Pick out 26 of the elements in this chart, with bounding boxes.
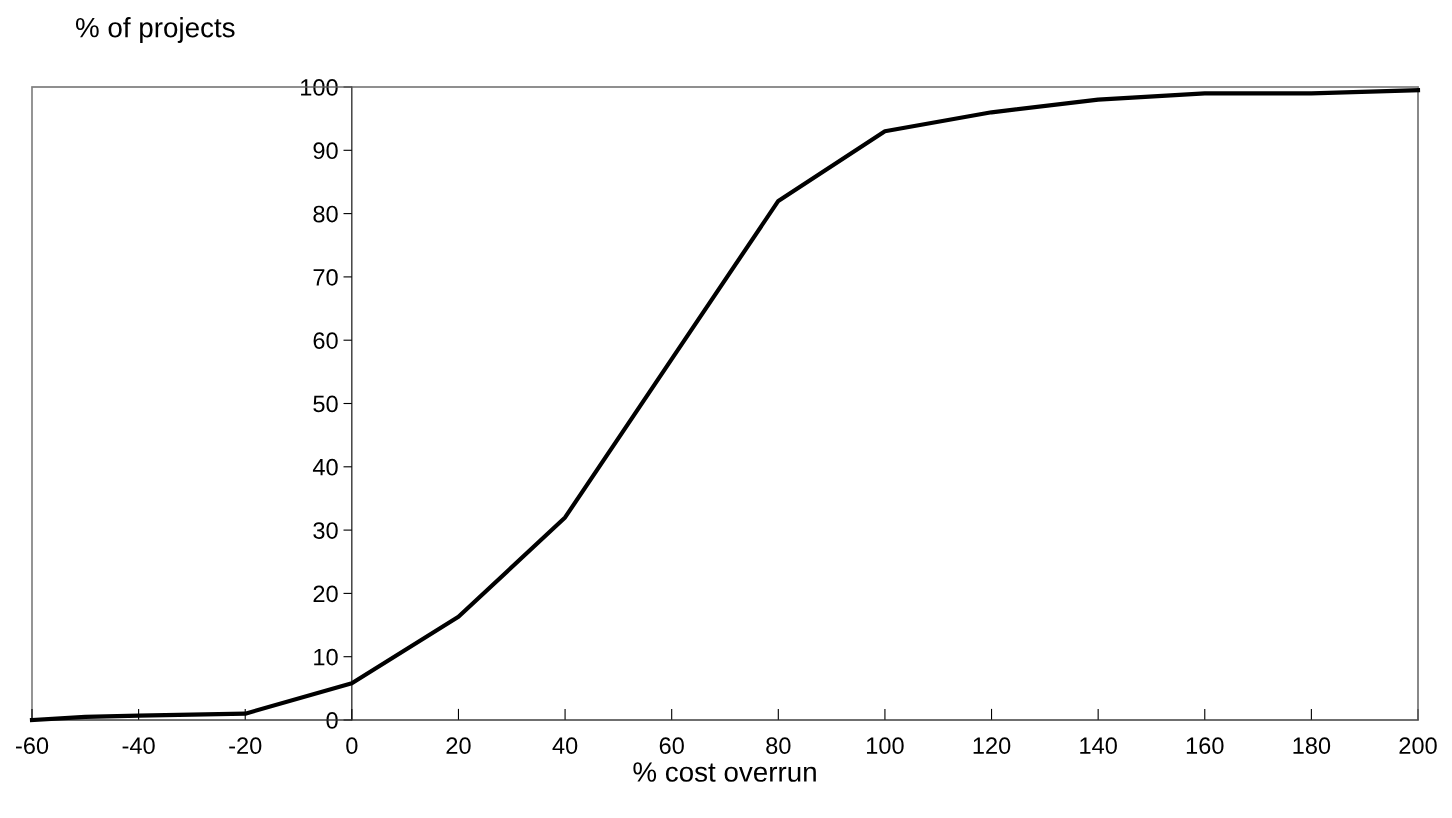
y-tick-label: 80	[313, 205, 338, 223]
x-tick-label: 200	[1399, 737, 1437, 755]
y-tick-label: 90	[313, 142, 338, 160]
y-tick-label: 40	[312, 458, 338, 476]
y-tick-label: 20	[313, 585, 338, 603]
x-tick-label: 180	[1293, 737, 1331, 755]
y-tick-label: 70	[313, 268, 338, 286]
y-tick-label: 60	[313, 332, 338, 349]
y-tick-label: 10	[314, 648, 338, 666]
x-tick-label: 0	[346, 737, 358, 755]
x-tick-label: 40	[552, 737, 578, 755]
y-tick-label: 30	[313, 522, 338, 539]
y-axis-title: % of projects	[75, 17, 235, 43]
x-tick-label: 100	[867, 737, 904, 755]
x-tick-label: -60	[15, 737, 49, 755]
x-axis-title: % cost overrun	[633, 762, 816, 782]
y-tick-label: 50	[313, 395, 338, 413]
x-tick-label: 20	[446, 737, 471, 755]
x-tick-label: 60	[659, 737, 684, 755]
x-tick-label: 80	[766, 737, 791, 755]
x-tick-label: 120	[973, 737, 1011, 755]
x-tick-label: 140	[1080, 737, 1117, 755]
y-tick-label: 100	[301, 79, 338, 96]
x-tick-label: -20	[229, 737, 262, 755]
x-tick-label: -40	[122, 737, 155, 755]
x-tick-label: 160	[1186, 737, 1224, 755]
